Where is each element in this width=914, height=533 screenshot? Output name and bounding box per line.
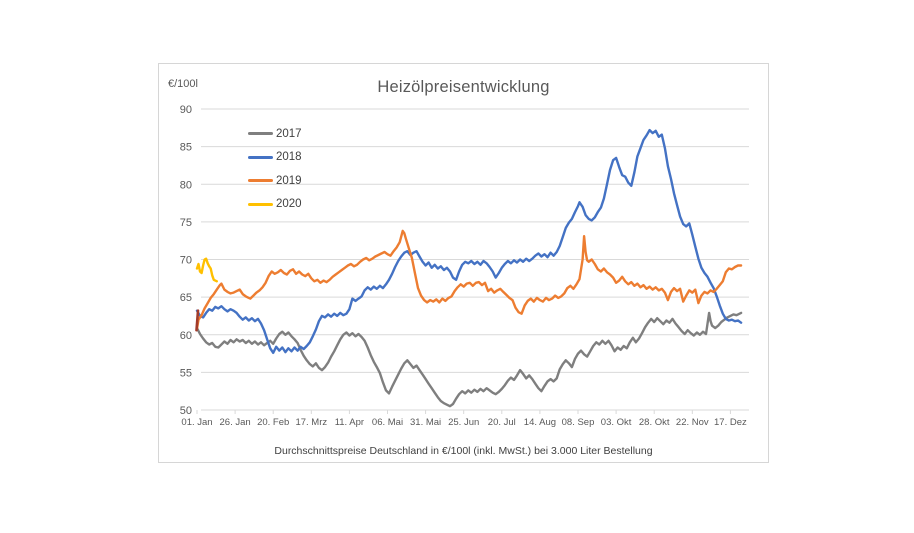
legend-label-2018: 2018 (276, 151, 302, 164)
x-tick-label: 31. Mai (410, 417, 441, 428)
y-tick-label-60: 60 (180, 330, 192, 342)
series-line-2020 (195, 257, 218, 283)
chart-legend: 2017 2018 2019 2020 (248, 122, 302, 216)
legend-label-2020: 2020 (276, 198, 302, 211)
x-tick-label: 26. Jan (220, 417, 251, 428)
series-start-marker (195, 309, 200, 332)
legend-swatch-2020 (248, 202, 273, 206)
y-tick-label-55: 55 (180, 367, 192, 379)
y-tick-label-80: 80 (180, 179, 192, 191)
x-tick-label: 14. Aug (524, 417, 556, 428)
y-tick-label-75: 75 (180, 217, 192, 229)
y-tick-label-70: 70 (180, 255, 192, 267)
y-tick-label-50: 50 (180, 405, 192, 417)
series-line-2019 (195, 229, 743, 330)
x-tick-label: 11. Apr (335, 417, 364, 428)
x-tick-label: 20. Feb (257, 417, 289, 428)
x-tick-label: 08. Sep (562, 417, 595, 428)
chart-title: Heizölpreisentwicklung (377, 78, 550, 96)
legend-item-2020: 2020 (248, 193, 302, 217)
series-line-2017 (195, 311, 743, 408)
legend-item-2017: 2017 (248, 122, 302, 146)
x-tick-label: 25. Jun (448, 417, 479, 428)
x-tick-label: 22. Nov (676, 417, 709, 428)
x-tick-label: 17. Mrz (295, 417, 327, 428)
y-axis-unit-label: €/100l (168, 78, 198, 90)
x-tick-label: 01. Jan (181, 417, 212, 428)
legend-item-2018: 2018 (248, 146, 302, 170)
y-tick-label-90: 90 (180, 104, 192, 116)
x-tick-label: 20. Jul (488, 417, 516, 428)
legend-swatch-2019 (248, 179, 273, 183)
x-tick-label: 17. Dez (714, 417, 747, 428)
price-chart: 50 55 60 65 70 75 80 85 90 01. Jan 26. Jan 20. Feb 1… (180, 104, 749, 428)
legend-item-2019: 2019 (248, 169, 302, 193)
x-tick-label: 03. Okt (601, 417, 632, 428)
legend-swatch-2018 (248, 155, 273, 159)
chart-caption: Durchschnittspreise Deutschland in €/100… (274, 445, 653, 457)
legend-label-2019: 2019 (276, 174, 302, 187)
y-tick-label-85: 85 (180, 142, 192, 154)
x-tick-label: 06. Mai (372, 417, 403, 428)
series-line-2018 (195, 128, 743, 354)
legend-label-2017: 2017 (276, 127, 302, 140)
x-tick-label: 28. Okt (639, 417, 670, 428)
chart-card: Heizölpreisentwicklung €/100l 50 55 60 65 70… (158, 63, 769, 463)
legend-swatch-2017 (248, 132, 273, 136)
y-tick-label-65: 65 (180, 292, 192, 304)
